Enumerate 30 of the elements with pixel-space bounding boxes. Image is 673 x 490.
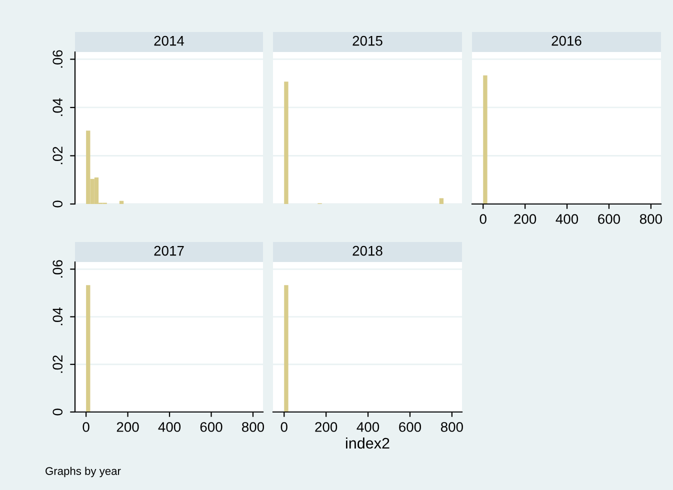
chart-title: 2015 <box>352 36 382 46</box>
text: Graphs by year <box>46 466 121 478</box>
y-tick-label: .02 <box>52 146 63 164</box>
x-tick-label: 800 <box>640 214 662 224</box>
y-tick-label: .06 <box>52 50 63 68</box>
x-tick-label: 600 <box>598 214 620 224</box>
x-tick-label: 800 <box>440 422 463 432</box>
y-tick-label: .04 <box>52 98 63 116</box>
x-tick-label: 200 <box>315 422 338 432</box>
y-tick-label: .02 <box>52 355 63 373</box>
x-axis-title: index2 <box>346 437 390 449</box>
x-tick-label: 600 <box>399 422 422 432</box>
x-tick-label: 400 <box>356 422 380 432</box>
y-tick-label: 0 <box>52 200 63 208</box>
x-tick-label: 600 <box>200 422 222 432</box>
y-tick-label: 0 <box>52 408 63 416</box>
x-tick-label: 800 <box>242 422 264 432</box>
x-tick-label: 400 <box>158 422 181 432</box>
chart-title: 2016 <box>552 36 582 46</box>
y-tick-label: .04 <box>52 308 63 326</box>
x-tick-label: 200 <box>116 422 139 432</box>
x-tick-label: 400 <box>556 214 578 224</box>
chart-title: 2018 <box>352 246 382 256</box>
x-tick-label: 0 <box>82 422 90 432</box>
x-tick-label: 0 <box>480 214 486 224</box>
x-tick-label: 200 <box>514 214 536 224</box>
chart-title: 2017 <box>154 246 184 256</box>
x-tick-label: 0 <box>280 422 288 432</box>
y-tick-label: .06 <box>52 260 63 278</box>
chart-title: 2014 <box>154 36 184 46</box>
